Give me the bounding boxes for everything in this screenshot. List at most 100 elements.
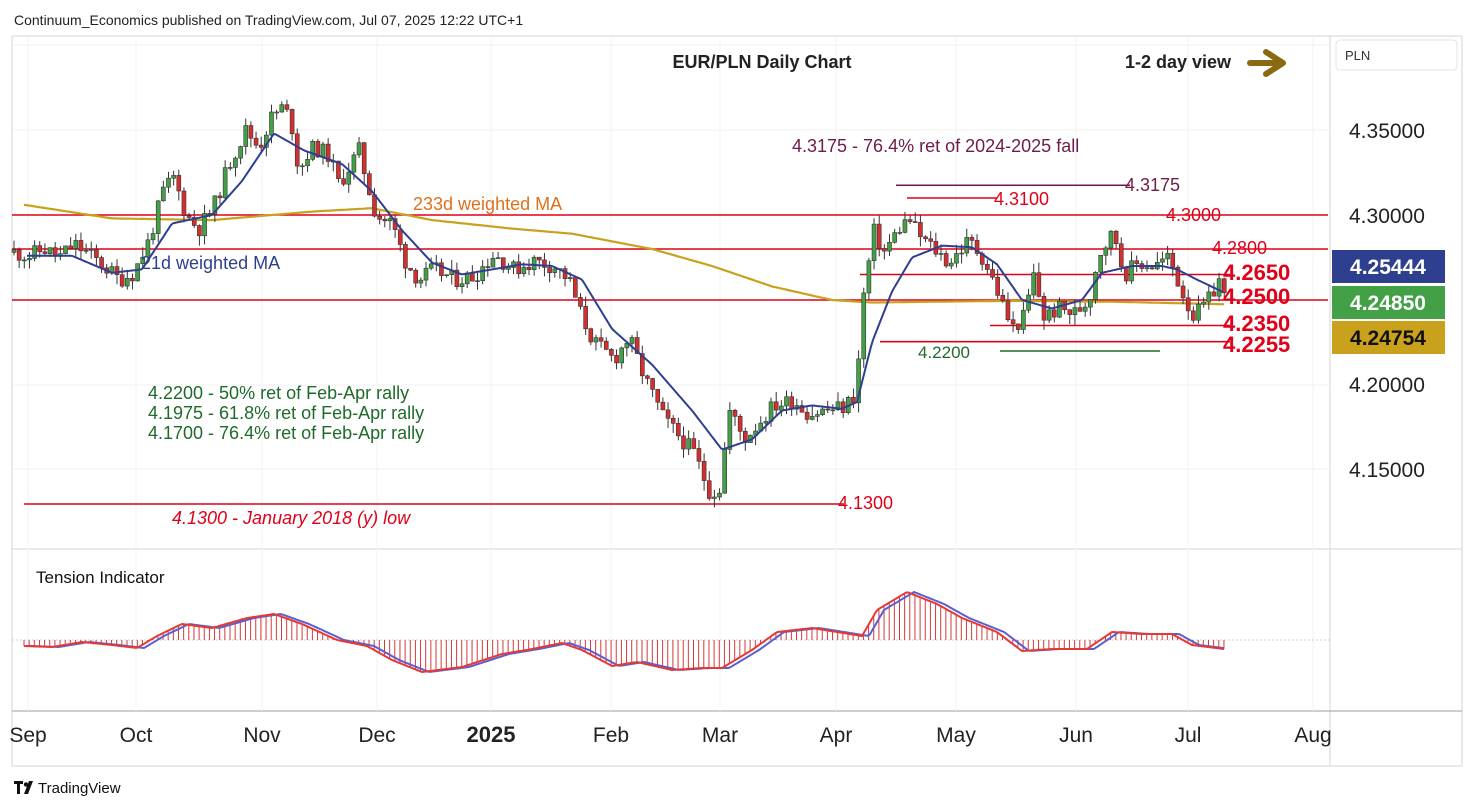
candle-body-77 [408, 267, 413, 271]
level-label-4-2200: 4.2200 [918, 343, 970, 362]
candle-body-15 [88, 249, 94, 251]
candle-body-43 [233, 157, 238, 168]
candle-body-164 [856, 358, 861, 404]
tension-signal-line [24, 590, 1225, 673]
candle-body-33 [181, 190, 187, 217]
candle-body-87 [459, 283, 465, 287]
candle-body-37 [202, 213, 207, 237]
level-lines [12, 184, 1328, 505]
candle-body-104 [547, 267, 552, 273]
candle-body-213 [1108, 230, 1114, 249]
candle-body-46 [248, 125, 254, 139]
time-label-nov: Nov [243, 724, 281, 747]
level-label-4-2350: 4.2350 [1223, 311, 1290, 336]
level-label-4-3100: 4.3100 [994, 189, 1049, 209]
candle-body-93 [490, 257, 496, 268]
candle-body-155 [809, 416, 815, 420]
candle-body-181 [943, 253, 949, 267]
candle-body-212 [1103, 247, 1109, 256]
candle-body-154 [804, 411, 810, 420]
ma21-price-badge [1332, 250, 1445, 283]
tradingview-logo-icon [14, 781, 33, 794]
candle-body-228 [1185, 297, 1191, 312]
candle-body-22 [125, 277, 130, 287]
time-label-oct: Oct [120, 724, 153, 747]
candle-body-5 [37, 245, 43, 253]
candle-body-225 [1170, 253, 1176, 268]
candle-body-200 [1041, 295, 1047, 321]
candle-body-16 [94, 249, 99, 258]
time-label-jul: Jul [1175, 724, 1202, 747]
candle-body-191 [995, 276, 1000, 296]
candle-body-172 [897, 232, 903, 234]
candle-body-187 [974, 240, 980, 254]
candle-body-202 [1052, 309, 1057, 318]
candle-body-53 [284, 104, 290, 110]
candle-body-137 [717, 492, 722, 498]
candle-body-3 [27, 257, 32, 261]
candle-body-206 [1072, 307, 1078, 316]
candle-body-184 [959, 252, 964, 255]
candle-body-83 [439, 262, 444, 276]
candle-body-94 [495, 257, 501, 260]
candle-body-211 [1098, 255, 1103, 273]
candle-body-70 [372, 194, 377, 217]
candle-body-21 [119, 274, 125, 287]
candle-body-44 [238, 146, 243, 159]
candle-body-198 [1031, 272, 1036, 296]
candle-body-136 [712, 496, 717, 499]
candle-body-95 [500, 257, 506, 270]
candle-body-1 [16, 249, 22, 261]
ma21-layer [27, 132, 1224, 451]
candle-body-125 [655, 389, 661, 403]
candle-body-150 [784, 396, 789, 407]
candle-body-84 [444, 274, 449, 277]
candle-body-13 [78, 240, 84, 252]
candle-body-57 [305, 159, 310, 167]
candle-body-177 [923, 236, 928, 240]
candle-body-124 [650, 378, 655, 390]
candle-body-75 [397, 229, 403, 245]
candle-body-205 [1067, 309, 1073, 315]
candle-body-168 [876, 223, 882, 249]
candle-body-86 [454, 269, 460, 288]
candle-body-131 [686, 438, 691, 450]
candle-body-183 [954, 253, 959, 264]
candle-body-64 [341, 178, 346, 185]
currency-button[interactable] [1335, 39, 1458, 71]
candle-body-214 [1113, 230, 1119, 244]
time-label-sep: Sep [9, 724, 46, 747]
price-tick-4-15: 4.15000 [1349, 459, 1425, 482]
price-tick-4-35: 4.35000 [1349, 120, 1425, 143]
candle-body-10 [63, 245, 68, 254]
candle-body-160 [835, 401, 841, 411]
candle-body-76 [403, 244, 408, 269]
candle-body-12 [73, 240, 79, 249]
candle-body-47 [253, 137, 259, 146]
last-price-value: 4.24850 [1350, 292, 1426, 315]
candle-body-176 [918, 222, 923, 238]
candle-body-209 [1088, 299, 1093, 308]
candle-body-78 [413, 269, 419, 284]
candle-body-72 [382, 218, 388, 222]
candle-body-140 [732, 409, 738, 417]
currency-label: PLN [1345, 48, 1370, 63]
candle-body-40 [217, 195, 223, 199]
candle-body-194 [1010, 319, 1016, 325]
candle-body-215 [1118, 243, 1124, 268]
time-label-apr: Apr [820, 724, 853, 747]
candle-body-128 [670, 417, 676, 424]
level-label-4-1300: 4.1300 [838, 493, 893, 513]
candle-body-51 [274, 111, 279, 114]
candle-body-175 [912, 221, 918, 223]
candle-body-45 [243, 125, 249, 147]
candle-body-170 [887, 242, 892, 252]
candle-body-192 [1000, 294, 1006, 301]
candle-body-115 [603, 340, 609, 350]
candle-body-25 [140, 256, 146, 265]
candle-body-231 [1201, 301, 1206, 305]
candle-body-171 [892, 232, 897, 243]
rally-note-1: 4.2200 - 50% ret of Feb-Apr rally [148, 383, 409, 403]
candle-body-52 [279, 104, 285, 113]
